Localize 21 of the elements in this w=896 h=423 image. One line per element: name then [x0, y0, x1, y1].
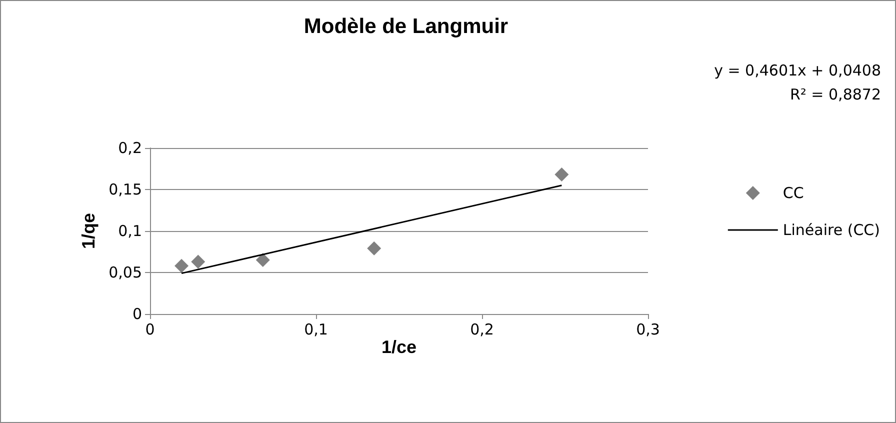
point: [256, 253, 270, 268]
x-tick-label: 0,3: [636, 320, 660, 338]
y-tick-label: 0,1: [118, 222, 142, 240]
point: [191, 254, 206, 269]
y-tick-label: 0,05: [108, 264, 142, 282]
y-tick-label: 0,15: [108, 180, 142, 198]
point: [367, 241, 382, 256]
x-tick-label: 0,2: [470, 320, 494, 338]
x-axis-title: 1/ce: [381, 336, 417, 357]
text: y = 0,4601x + 0,0408: [714, 62, 881, 80]
legend-label: Linéaire (CC): [782, 221, 880, 239]
x-tick-label: 0: [145, 320, 155, 338]
chart-title: Modèle de Langmuir: [304, 15, 508, 38]
legend-label: CC: [782, 184, 804, 202]
text: R² = 0,8872: [790, 86, 882, 104]
y-tick-label: 0: [132, 305, 142, 323]
point: [174, 258, 189, 273]
y-tick-label: 0,2: [118, 139, 142, 157]
x-tick-label: 0,1: [304, 320, 328, 338]
y-axis-title: 1/qe: [78, 212, 99, 250]
point: [554, 168, 569, 182]
